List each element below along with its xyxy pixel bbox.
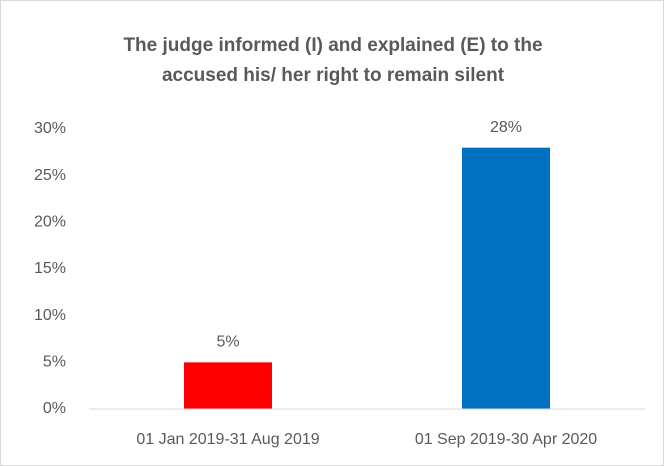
x-tick-label: 01 Jan 2019-31 Aug 2019 <box>136 431 319 448</box>
x-tick-label: 01 Sep 2019-30 Apr 2020 <box>415 431 597 448</box>
bar <box>184 362 272 409</box>
y-tick-label: 0% <box>43 400 66 417</box>
y-tick-label: 15% <box>34 260 66 277</box>
y-tick-label: 10% <box>34 307 66 324</box>
value-label: 5% <box>216 334 239 351</box>
y-tick-label: 30% <box>34 120 66 137</box>
bar <box>462 147 550 409</box>
y-tick-label: 5% <box>43 354 66 371</box>
y-tick-label: 25% <box>34 167 66 184</box>
chart-title: The judge informed (I) and explained (E)… <box>123 35 543 86</box>
value-label: 28% <box>490 119 522 136</box>
y-tick-label: 20% <box>34 214 66 231</box>
